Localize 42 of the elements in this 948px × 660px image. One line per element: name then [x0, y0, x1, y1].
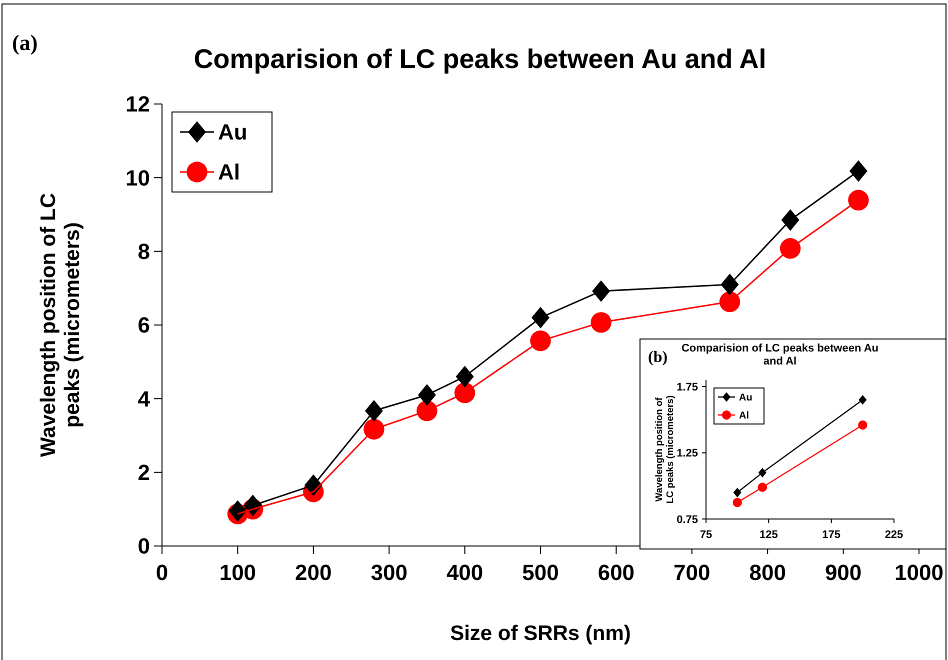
y-axis-title: Wavelength position of LC peaks (micrometers) [654, 395, 676, 504]
x-tick-label: 175 [822, 529, 841, 541]
chart-title: Comparision of LC peaks between Au and Al [194, 44, 766, 74]
x-tick-label: 200 [295, 560, 332, 585]
x-tick-label: 800 [749, 560, 786, 585]
y-tick-label: 1.25 [676, 448, 698, 460]
x-tick-label: 900 [824, 560, 862, 585]
point [858, 395, 867, 405]
point [530, 330, 551, 352]
x-tick-label: 1000 [894, 560, 944, 585]
annotation: (b) [648, 349, 668, 366]
x-tick-label: 125 [759, 529, 778, 541]
y-tick-label: 10 [126, 165, 150, 190]
x-tick-label: 75 [700, 529, 712, 541]
x-tick-label: 600 [598, 560, 635, 585]
y-tick-label: 1.75 [676, 381, 698, 394]
legend-label: Au [218, 120, 248, 145]
x-tick-label: 500 [522, 560, 559, 585]
y-tick-label: 4 [138, 386, 151, 412]
y-tick-label: 12 [126, 92, 150, 117]
x-tick-label: 400 [446, 560, 484, 585]
text: (a) [12, 30, 38, 55]
x-tick-label: 300 [370, 560, 408, 585]
legend-label: Al [218, 160, 240, 185]
y-tick-label: 0.75 [676, 514, 698, 526]
x-axis-title: Size of SRRs (nm) [450, 622, 631, 645]
point [780, 238, 801, 259]
x-tick-label: 100 [219, 560, 256, 585]
y-axis-title: Wavelength position of LC peaks (micrometers) [37, 192, 84, 458]
point [590, 312, 612, 333]
x-tick-label: 0 [156, 560, 168, 585]
x-tick-label: 225 [884, 529, 904, 541]
x-tick-label: 700 [674, 560, 710, 585]
y-tick-label: 8 [138, 239, 150, 264]
chart-title: Comparision of LC peaks between Au and Al [681, 342, 879, 368]
point [849, 160, 868, 182]
y-tick-label: 6 [138, 312, 150, 338]
legend-label: Al [739, 410, 750, 422]
point [858, 420, 868, 430]
legend-label: Au [739, 392, 752, 404]
y-tick-label: 2 [138, 460, 150, 486]
point [848, 190, 869, 210]
